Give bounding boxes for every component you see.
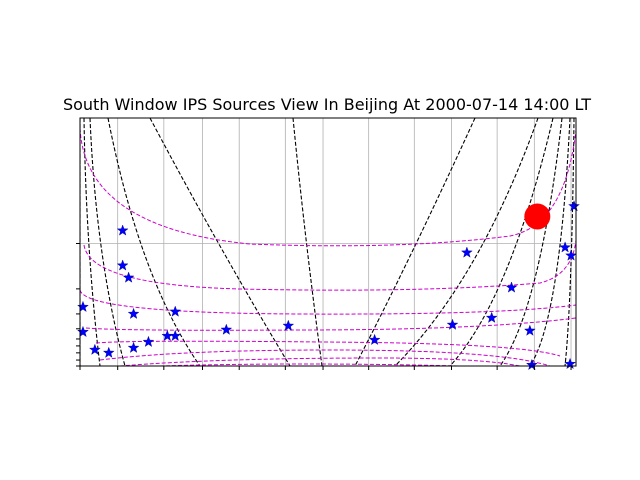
source-star-2 bbox=[122, 271, 135, 283]
latitude-curve-1 bbox=[83, 239, 576, 291]
plot-frame bbox=[76, 117, 577, 370]
meridian-curve-11 bbox=[564, 118, 575, 366]
source-star-24 bbox=[568, 200, 580, 212]
meridian-curve-6 bbox=[354, 118, 476, 366]
source-star-20 bbox=[523, 324, 536, 336]
source-star-7 bbox=[88, 343, 101, 355]
latitude-curve-7 bbox=[159, 363, 461, 366]
source-star-23 bbox=[565, 249, 577, 261]
latitude-curve-5 bbox=[99, 349, 551, 366]
latitude-curve-2 bbox=[80, 289, 576, 315]
source-star-1 bbox=[116, 259, 129, 271]
source-star-17 bbox=[460, 246, 473, 258]
source-star-4 bbox=[169, 305, 182, 317]
source-star-14 bbox=[282, 319, 295, 331]
source-star-6 bbox=[77, 325, 89, 338]
source-star-3 bbox=[127, 307, 140, 319]
latitude-curve-6 bbox=[119, 357, 521, 366]
meridian-curve-10 bbox=[529, 118, 571, 366]
source-star-16 bbox=[446, 318, 459, 330]
meridian-curve-4 bbox=[149, 118, 291, 366]
source-star-18 bbox=[485, 311, 498, 323]
source-star-0 bbox=[116, 224, 129, 236]
chart-title: South Window IPS Sources View In Beijing… bbox=[63, 95, 591, 114]
meridian-curve-2 bbox=[89, 118, 126, 366]
source-star-15 bbox=[368, 333, 381, 345]
source-star-10 bbox=[142, 335, 155, 347]
meridian-curve-7 bbox=[394, 118, 539, 366]
source-star-12 bbox=[169, 329, 182, 341]
latitude-curve-4 bbox=[95, 340, 561, 357]
source-star-8 bbox=[102, 346, 115, 358]
meridian-curve-3 bbox=[107, 118, 201, 366]
source-star-22 bbox=[559, 241, 571, 253]
source-star-9 bbox=[127, 341, 140, 353]
source-star-13 bbox=[220, 323, 233, 335]
source-markers bbox=[77, 200, 580, 371]
axes-frame bbox=[79, 117, 577, 367]
source-star-19 bbox=[505, 281, 518, 293]
latitude-curve-0 bbox=[80, 127, 576, 247]
grid-lines bbox=[79, 118, 576, 366]
source-star-21 bbox=[525, 358, 538, 371]
projection-curves bbox=[80, 118, 576, 366]
source-star-5 bbox=[77, 300, 89, 312]
source-star-25 bbox=[564, 357, 576, 370]
meridian-curve-5 bbox=[292, 118, 323, 366]
sun-marker bbox=[524, 203, 551, 230]
latitude-curve-3 bbox=[85, 317, 576, 331]
meridian-curve-1 bbox=[83, 118, 101, 366]
meridian-curve-8 bbox=[449, 118, 554, 366]
